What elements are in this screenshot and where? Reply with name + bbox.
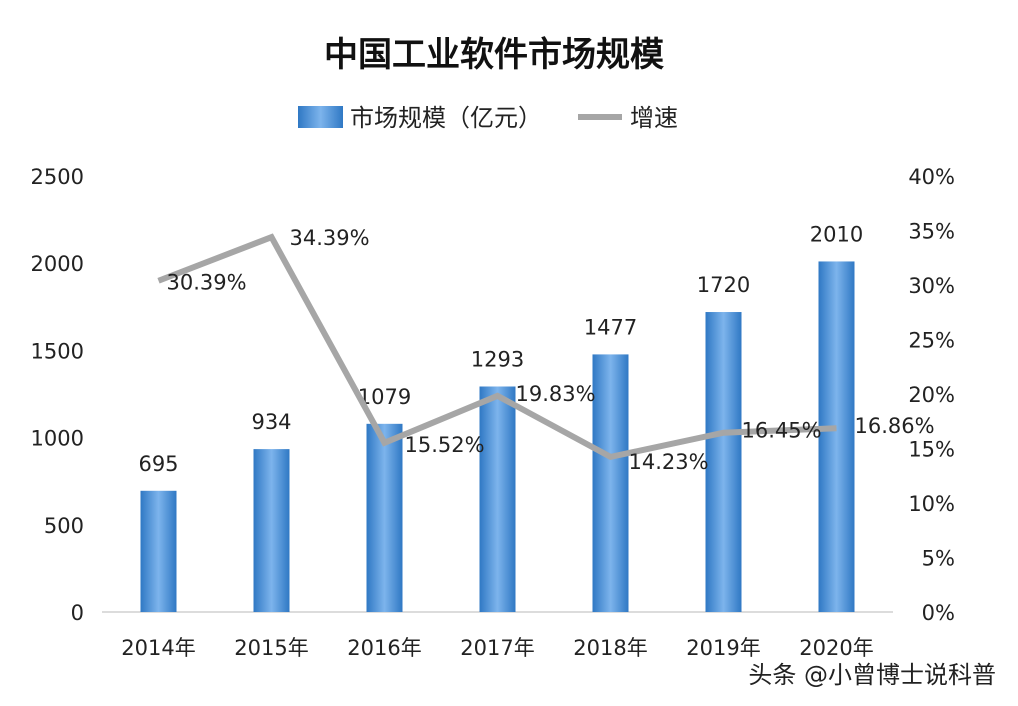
growth-value-label: 14.23% — [629, 450, 709, 474]
bar-value-label: 1293 — [471, 348, 524, 372]
watermark-text: 头条 @小曾博士说科普 — [748, 661, 996, 689]
bar — [818, 261, 855, 612]
legend-line-label: 增速 — [630, 104, 678, 132]
left-tick-label: 1500 — [31, 339, 84, 363]
right-tick-label: 0% — [922, 601, 955, 625]
bar-value-label: 1477 — [584, 315, 637, 339]
right-tick-label: 25% — [908, 329, 955, 353]
bar — [705, 312, 742, 612]
bar-value-label: 1720 — [697, 273, 750, 297]
line-series: 30.39% 34.39% 15.52% 19.83% 14.23% 16.45% 16.8… — [157, 226, 935, 474]
right-tick-label: 15% — [908, 438, 955, 462]
bar — [479, 386, 516, 612]
growth-value-label: 16.86% — [855, 414, 935, 438]
growth-value-label: 19.83% — [516, 382, 596, 406]
right-tick-label: 20% — [908, 383, 955, 407]
left-tick-label: 0 — [71, 601, 84, 625]
bar — [592, 354, 629, 612]
x-tick-label: 2016年 — [347, 636, 421, 660]
right-axis: 0% 5% 10% 15% 20% 25% 30% 35% 40% — [908, 165, 955, 625]
x-tick-label: 2017年 — [460, 636, 534, 660]
bar — [253, 449, 290, 612]
legend: 市场规模（亿元） 增速 — [298, 104, 678, 132]
legend-bar-swatch — [298, 106, 343, 128]
left-tick-label: 1000 — [31, 427, 84, 451]
right-tick-label: 5% — [922, 547, 955, 571]
bar — [366, 423, 403, 612]
bar — [140, 490, 177, 612]
bar-value-label: 2010 — [810, 222, 863, 246]
left-tick-label: 2000 — [31, 252, 84, 276]
x-axis: 2014年 2015年 2016年 2017年 2018年 2019年 2020年 — [121, 636, 873, 660]
right-tick-label: 40% — [908, 165, 955, 189]
growth-value-label: 16.45% — [742, 419, 822, 443]
growth-value-label: 15.52% — [405, 433, 485, 457]
right-tick-label: 10% — [908, 492, 955, 516]
right-tick-label: 30% — [908, 274, 955, 298]
left-tick-label: 2500 — [31, 165, 84, 189]
x-tick-label: 2014年 — [121, 636, 195, 660]
bar-value-label: 934 — [251, 410, 291, 434]
left-axis: 0 500 1000 1500 2000 2500 — [31, 165, 84, 625]
right-tick-label: 35% — [908, 220, 955, 244]
x-tick-label: 2018年 — [573, 636, 647, 660]
legend-bar-label: 市场规模（亿元） — [350, 104, 542, 132]
growth-line — [157, 233, 837, 461]
growth-value-label: 30.39% — [167, 271, 247, 295]
x-tick-label: 2020年 — [799, 636, 873, 660]
chart-title: 中国工业软件市场规模 — [324, 35, 664, 75]
bar-value-label: 695 — [138, 452, 178, 476]
x-tick-label: 2015年 — [234, 636, 308, 660]
left-tick-label: 500 — [44, 514, 84, 538]
growth-value-label: 34.39% — [290, 226, 370, 250]
x-tick-label: 2019年 — [686, 636, 760, 660]
